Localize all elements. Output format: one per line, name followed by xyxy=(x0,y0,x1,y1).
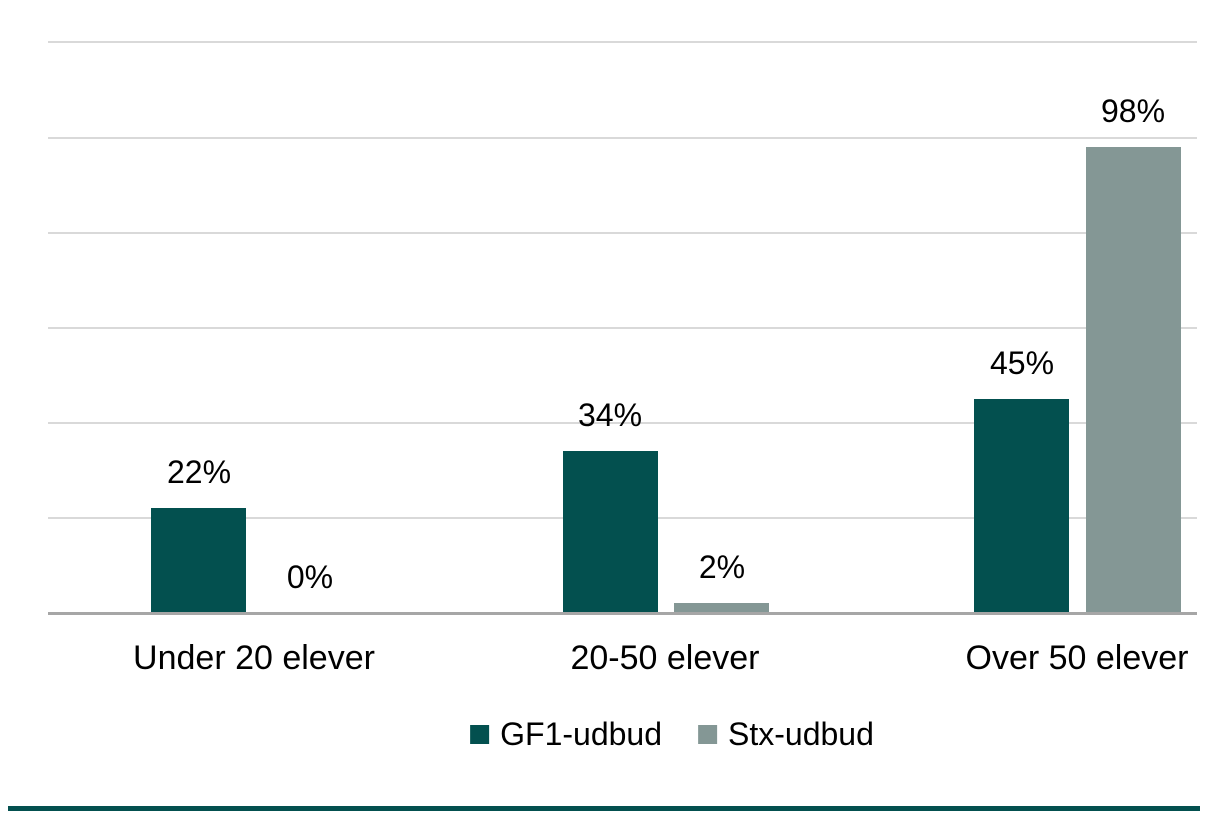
value-label: 0% xyxy=(286,559,334,595)
gridline xyxy=(48,232,1197,234)
bar-gf1-udbud xyxy=(151,508,246,613)
gridline xyxy=(48,137,1197,139)
value-label: 45% xyxy=(989,345,1055,381)
value-label: 22% xyxy=(166,454,232,490)
gridline xyxy=(48,327,1197,329)
gridline xyxy=(48,422,1197,424)
category-label: Over 50 elever xyxy=(965,639,1189,677)
legend-label: GF1-udbud xyxy=(500,716,662,752)
bar-gf1-udbud xyxy=(974,399,1069,613)
value-label: 98% xyxy=(1100,93,1166,129)
legend-item-stx-udbud: Stx-udbud xyxy=(698,714,874,754)
value-label: 34% xyxy=(577,397,643,433)
legend-item-gf1-udbud: GF1-udbud xyxy=(470,714,662,754)
category-label: Under 20 elever xyxy=(133,639,375,677)
legend-swatch xyxy=(470,724,490,744)
value-label: 2% xyxy=(698,549,746,585)
bar-gf1-udbud xyxy=(563,451,658,613)
bar-stx-udbud xyxy=(1086,147,1181,613)
bottom-accent-rule xyxy=(8,806,1200,811)
category-label: 20-50 elever xyxy=(570,639,760,677)
bar-stx-udbud xyxy=(674,603,769,613)
x-axis-line xyxy=(48,612,1197,615)
legend-label: Stx-udbud xyxy=(728,716,874,752)
legend-swatch xyxy=(698,724,717,744)
gridline xyxy=(48,41,1197,43)
chart-legend: GF1-udbud Stx-udbud xyxy=(470,714,874,754)
